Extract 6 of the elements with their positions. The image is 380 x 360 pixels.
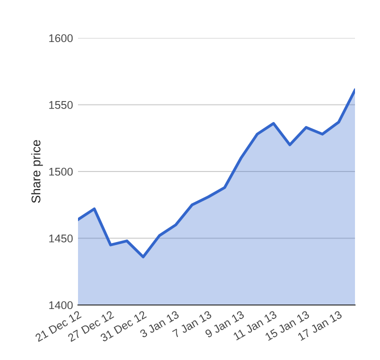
y-tick-label: 1550: [49, 101, 73, 109]
y-tick-label: 1500: [49, 168, 73, 176]
y-tick-label: 1450: [49, 234, 73, 242]
y-tick-label: 1600: [49, 34, 73, 42]
y-tick-label: 1400: [49, 301, 73, 310]
y-axis-title: Share price: [31, 140, 43, 203]
